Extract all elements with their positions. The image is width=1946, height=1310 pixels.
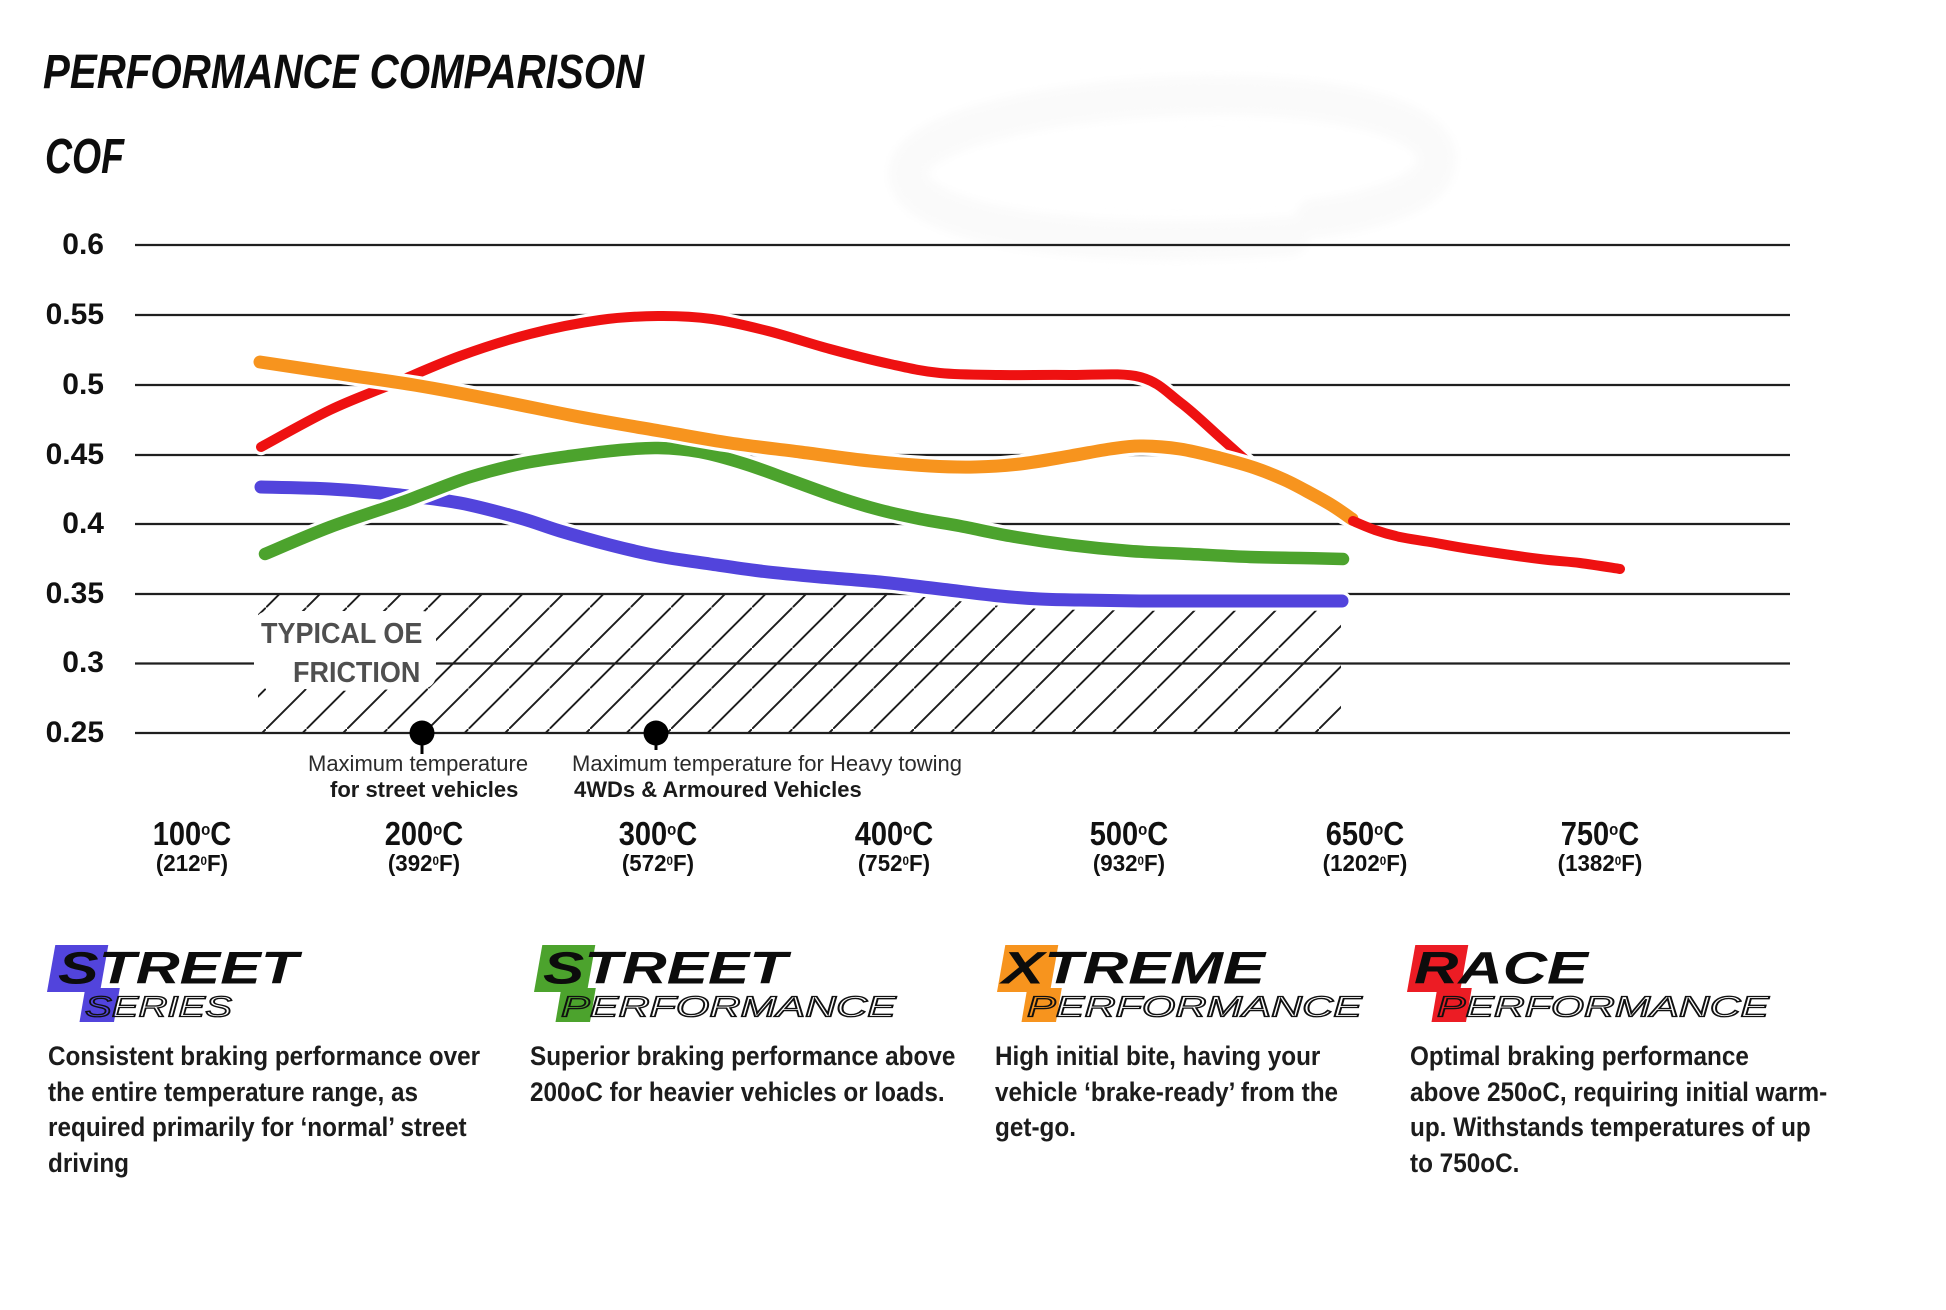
svg-text:PERFORMANCE: PERFORMANCE	[561, 992, 897, 1024]
svg-text:STREET: STREET	[543, 943, 792, 994]
svg-text:PERFORMANCE: PERFORMANCE	[1027, 992, 1363, 1024]
svg-text:XTREME: XTREME	[998, 943, 1268, 994]
svg-text:RACE: RACE	[1414, 943, 1591, 994]
svg-text:SERIES: SERIES	[85, 992, 232, 1024]
svg-text:PERFORMANCE: PERFORMANCE	[1437, 992, 1770, 1024]
svg-text:STREET: STREET	[58, 943, 303, 994]
